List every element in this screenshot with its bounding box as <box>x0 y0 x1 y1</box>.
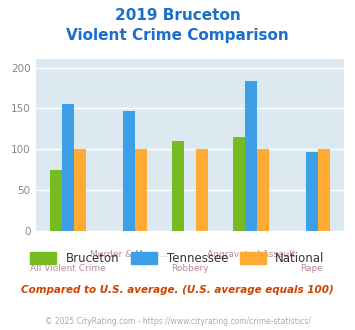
Bar <box>245 82 257 231</box>
Bar <box>62 104 74 231</box>
Bar <box>50 170 62 231</box>
Bar <box>123 111 135 231</box>
Bar <box>257 149 269 231</box>
Text: © 2025 CityRating.com - https://www.cityrating.com/crime-statistics/: © 2025 CityRating.com - https://www.city… <box>45 317 310 326</box>
Text: 2019 Bruceton: 2019 Bruceton <box>115 8 240 23</box>
Bar <box>233 137 245 231</box>
Bar <box>74 149 86 231</box>
Bar <box>196 149 208 231</box>
Text: Compared to U.S. average. (U.S. average equals 100): Compared to U.S. average. (U.S. average … <box>21 285 334 295</box>
Bar <box>135 149 147 231</box>
Text: Rape: Rape <box>301 264 323 273</box>
Legend: Bruceton, Tennessee, National: Bruceton, Tennessee, National <box>27 248 328 269</box>
Bar <box>171 141 184 231</box>
Bar <box>306 152 318 231</box>
Text: Robbery: Robbery <box>171 264 209 273</box>
Text: Violent Crime Comparison: Violent Crime Comparison <box>66 28 289 43</box>
Text: Aggravated Assault: Aggravated Assault <box>207 250 295 259</box>
Text: Murder & Mans...: Murder & Mans... <box>90 250 168 259</box>
Text: All Violent Crime: All Violent Crime <box>30 264 106 273</box>
Bar <box>318 149 330 231</box>
